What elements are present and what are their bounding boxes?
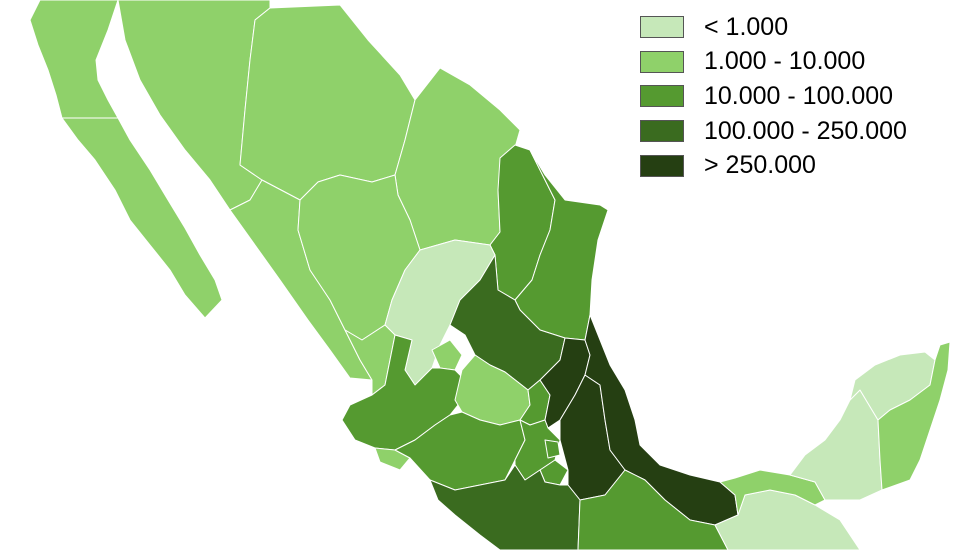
legend-swatch	[640, 16, 684, 39]
legend-swatch	[640, 85, 684, 108]
legend-item: 100.000 - 250.000	[640, 114, 907, 149]
legend-item: 10.000 - 100.000	[640, 79, 907, 114]
legend-item: < 1.000	[640, 10, 907, 45]
tabasco	[719, 469, 826, 516]
guerrero	[429, 464, 581, 550]
legend-swatch	[640, 120, 684, 143]
legend-label: > 250.000	[704, 151, 816, 180]
baja-california-sur	[61, 117, 223, 319]
mexico-city	[544, 439, 561, 459]
legend-label: 1.000 - 10.000	[704, 47, 866, 76]
legend-swatch	[640, 154, 684, 177]
chihuahua	[239, 4, 416, 201]
map-legend: < 1.000 1.000 - 10.000 10.000 - 100.000 …	[640, 10, 907, 183]
legend-label: 100.000 - 250.000	[704, 116, 907, 145]
legend-label: 10.000 - 100.000	[704, 81, 894, 110]
aguascalientes	[431, 339, 463, 371]
legend-item: > 250.000	[640, 148, 907, 183]
quintana-roo	[877, 341, 951, 491]
baja-california	[29, 0, 119, 119]
legend-swatch	[640, 50, 684, 73]
oaxaca	[577, 469, 729, 550]
legend-item: 1.000 - 10.000	[640, 45, 907, 80]
legend-label: < 1.000	[704, 12, 789, 41]
